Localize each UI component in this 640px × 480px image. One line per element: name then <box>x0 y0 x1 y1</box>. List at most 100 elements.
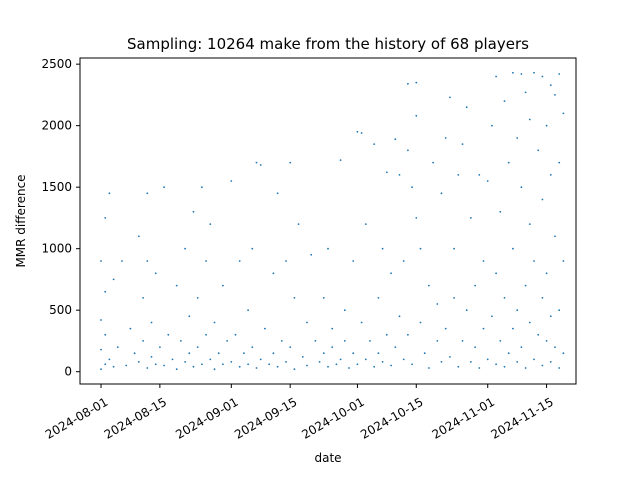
data-point <box>171 358 174 361</box>
data-point <box>495 75 497 78</box>
data-point <box>196 346 199 348</box>
chart-title: Sampling: 10264 make from the history of… <box>127 35 529 53</box>
data-point <box>461 143 464 146</box>
data-point <box>222 284 224 287</box>
data-point <box>104 290 107 293</box>
data-point <box>154 363 157 366</box>
data-point <box>377 352 380 355</box>
data-point <box>343 309 346 312</box>
data-point <box>512 327 514 330</box>
data-point <box>482 327 485 330</box>
x-tick-label: 2024-09-01 <box>173 395 240 442</box>
x-tick-label: 2024-11-15 <box>488 395 555 442</box>
data-point <box>407 333 409 336</box>
data-point <box>520 186 523 189</box>
data-point <box>436 303 439 305</box>
data-point <box>558 161 561 164</box>
data-point <box>243 352 245 355</box>
x-axis-label: date <box>314 451 341 465</box>
data-point <box>486 358 489 361</box>
data-point <box>549 361 552 363</box>
data-point <box>146 367 149 369</box>
data-point <box>419 321 422 324</box>
plot-frame <box>79 57 577 385</box>
data-point <box>533 358 535 361</box>
data-point <box>163 186 166 189</box>
data-point <box>537 149 540 152</box>
data-point <box>516 361 519 363</box>
data-point <box>432 161 434 164</box>
data-point <box>116 346 119 348</box>
data-point <box>100 319 102 321</box>
data-point <box>507 161 510 164</box>
data-point <box>558 309 561 312</box>
data-point <box>129 327 132 330</box>
data-point <box>289 161 292 164</box>
data-point <box>264 327 266 330</box>
data-point <box>184 361 187 363</box>
x-tick-label: 2024-10-15 <box>358 395 425 442</box>
data-point <box>407 82 409 85</box>
data-point <box>554 235 556 238</box>
data-point <box>385 333 388 336</box>
data-point <box>541 75 544 78</box>
data-point <box>331 327 334 330</box>
data-point <box>436 340 439 342</box>
data-point <box>108 192 111 195</box>
x-tick-label: 2024-11-01 <box>430 395 497 442</box>
y-tick-label: 1500 <box>41 180 72 194</box>
data-point <box>495 363 497 366</box>
data-point <box>348 367 350 369</box>
data-point <box>453 297 455 299</box>
data-point <box>175 368 178 371</box>
data-point <box>339 159 342 162</box>
data-point <box>306 364 308 367</box>
data-point <box>385 171 388 174</box>
data-point <box>503 100 506 102</box>
y-tick-label: 1000 <box>41 242 72 256</box>
data-point <box>272 272 275 275</box>
data-point <box>562 352 565 355</box>
data-point <box>209 223 212 226</box>
data-point <box>545 272 548 275</box>
data-point <box>280 340 283 342</box>
data-point <box>192 365 195 368</box>
data-point <box>415 81 418 84</box>
data-point <box>201 363 203 366</box>
data-point <box>259 164 262 166</box>
data-point <box>562 112 565 115</box>
data-point <box>293 368 296 371</box>
data-point <box>301 356 304 358</box>
data-point <box>381 361 384 363</box>
data-point <box>213 321 216 324</box>
data-point <box>499 340 502 342</box>
data-point <box>545 340 548 342</box>
data-point <box>470 361 472 363</box>
data-point <box>524 284 527 287</box>
data-point <box>104 363 107 366</box>
data-point <box>503 365 506 368</box>
data-point <box>394 346 397 348</box>
data-point <box>516 309 519 312</box>
data-point <box>373 365 376 368</box>
data-point <box>503 297 506 299</box>
data-point <box>537 333 540 336</box>
data-point <box>276 365 279 368</box>
data-point <box>352 260 355 262</box>
data-point <box>516 137 519 139</box>
data-point <box>343 340 346 342</box>
data-point <box>318 361 321 363</box>
data-point <box>112 365 115 368</box>
data-point <box>394 138 397 141</box>
data-point <box>125 364 128 367</box>
data-point <box>259 358 262 361</box>
data-point <box>415 217 418 219</box>
y-axis: 0 500 1000 1500 2000 2500 <box>41 57 80 379</box>
data-point <box>512 71 514 74</box>
data-point <box>562 260 565 262</box>
data-point <box>276 192 279 195</box>
data-point <box>364 358 367 361</box>
data-point <box>524 367 527 369</box>
data-point <box>415 114 418 117</box>
y-tick-label: 0 <box>64 365 72 379</box>
